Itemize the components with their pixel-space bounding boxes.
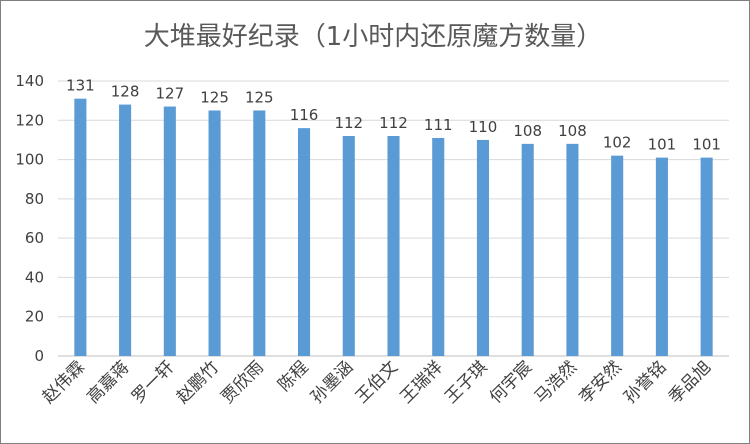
bar	[208, 110, 221, 356]
data-label: 111	[424, 116, 453, 134]
x-tick-label: 贾欣雨	[218, 357, 268, 407]
bar	[476, 139, 490, 356]
data-label: 110	[469, 118, 498, 136]
y-tick-label: 40	[25, 268, 44, 286]
y-tick-label: 80	[25, 190, 44, 208]
data-label: 127	[156, 85, 185, 103]
x-tick-label: 王子琪	[441, 357, 491, 407]
bars	[74, 98, 713, 357]
y-tick-label: 120	[15, 111, 44, 129]
x-tick-label: 季品旭	[665, 357, 715, 407]
data-label: 102	[603, 134, 632, 152]
bar	[297, 128, 311, 356]
bar	[342, 136, 355, 356]
data-labels: 131 128 127 125 125 116 112 112 111 110 108 108 102 1…	[66, 77, 721, 154]
y-tick-label: 20	[25, 308, 44, 326]
data-label: 108	[513, 122, 542, 140]
x-tick-label: 孙誉铭	[620, 357, 670, 407]
bar	[566, 143, 579, 356]
x-tick-label: 陈程	[274, 357, 312, 395]
x-tick-label: 赵伟霖	[39, 357, 89, 407]
y-axis: 0 20 40 60 80 100 120 140	[15, 72, 44, 365]
data-label: 125	[245, 88, 274, 106]
x-tick-label: 赵鹏竹	[173, 357, 223, 407]
x-tick-label: 罗一轩	[128, 357, 178, 407]
data-label: 125	[200, 88, 229, 106]
bar	[432, 137, 445, 356]
x-tick-label: 马浩然	[531, 357, 581, 407]
bar	[253, 110, 266, 356]
data-label: 131	[66, 77, 95, 95]
x-tick-label: 高嘉蒋	[83, 357, 133, 407]
x-tick-label: 王伯文	[352, 357, 402, 407]
x-tick-label: 孙墨涵	[307, 357, 357, 407]
y-tick-label: 0	[34, 347, 44, 365]
data-label: 101	[692, 136, 721, 154]
y-tick-label: 100	[15, 151, 44, 169]
y-tick-label: 140	[15, 72, 44, 90]
chart-title: 大堆最好纪录（1小时内还原魔方数量）	[144, 22, 603, 52]
data-label: 108	[558, 122, 587, 140]
x-tick-label: 李安然	[575, 357, 625, 407]
x-tick-label: 王瑞祥	[397, 357, 447, 407]
bar	[387, 136, 400, 356]
bar	[74, 98, 87, 356]
bar	[700, 157, 713, 356]
bar	[655, 157, 668, 356]
x-tick-label: 何宇宸	[486, 357, 536, 407]
data-label: 112	[334, 114, 363, 132]
data-label: 116	[290, 106, 319, 124]
data-label: 128	[111, 83, 140, 101]
bar	[611, 155, 624, 356]
bar	[119, 104, 132, 356]
data-label: 112	[379, 114, 408, 132]
bar	[163, 106, 176, 357]
y-tick-label: 60	[25, 229, 44, 247]
data-label: 101	[648, 136, 677, 154]
bar	[521, 143, 534, 356]
